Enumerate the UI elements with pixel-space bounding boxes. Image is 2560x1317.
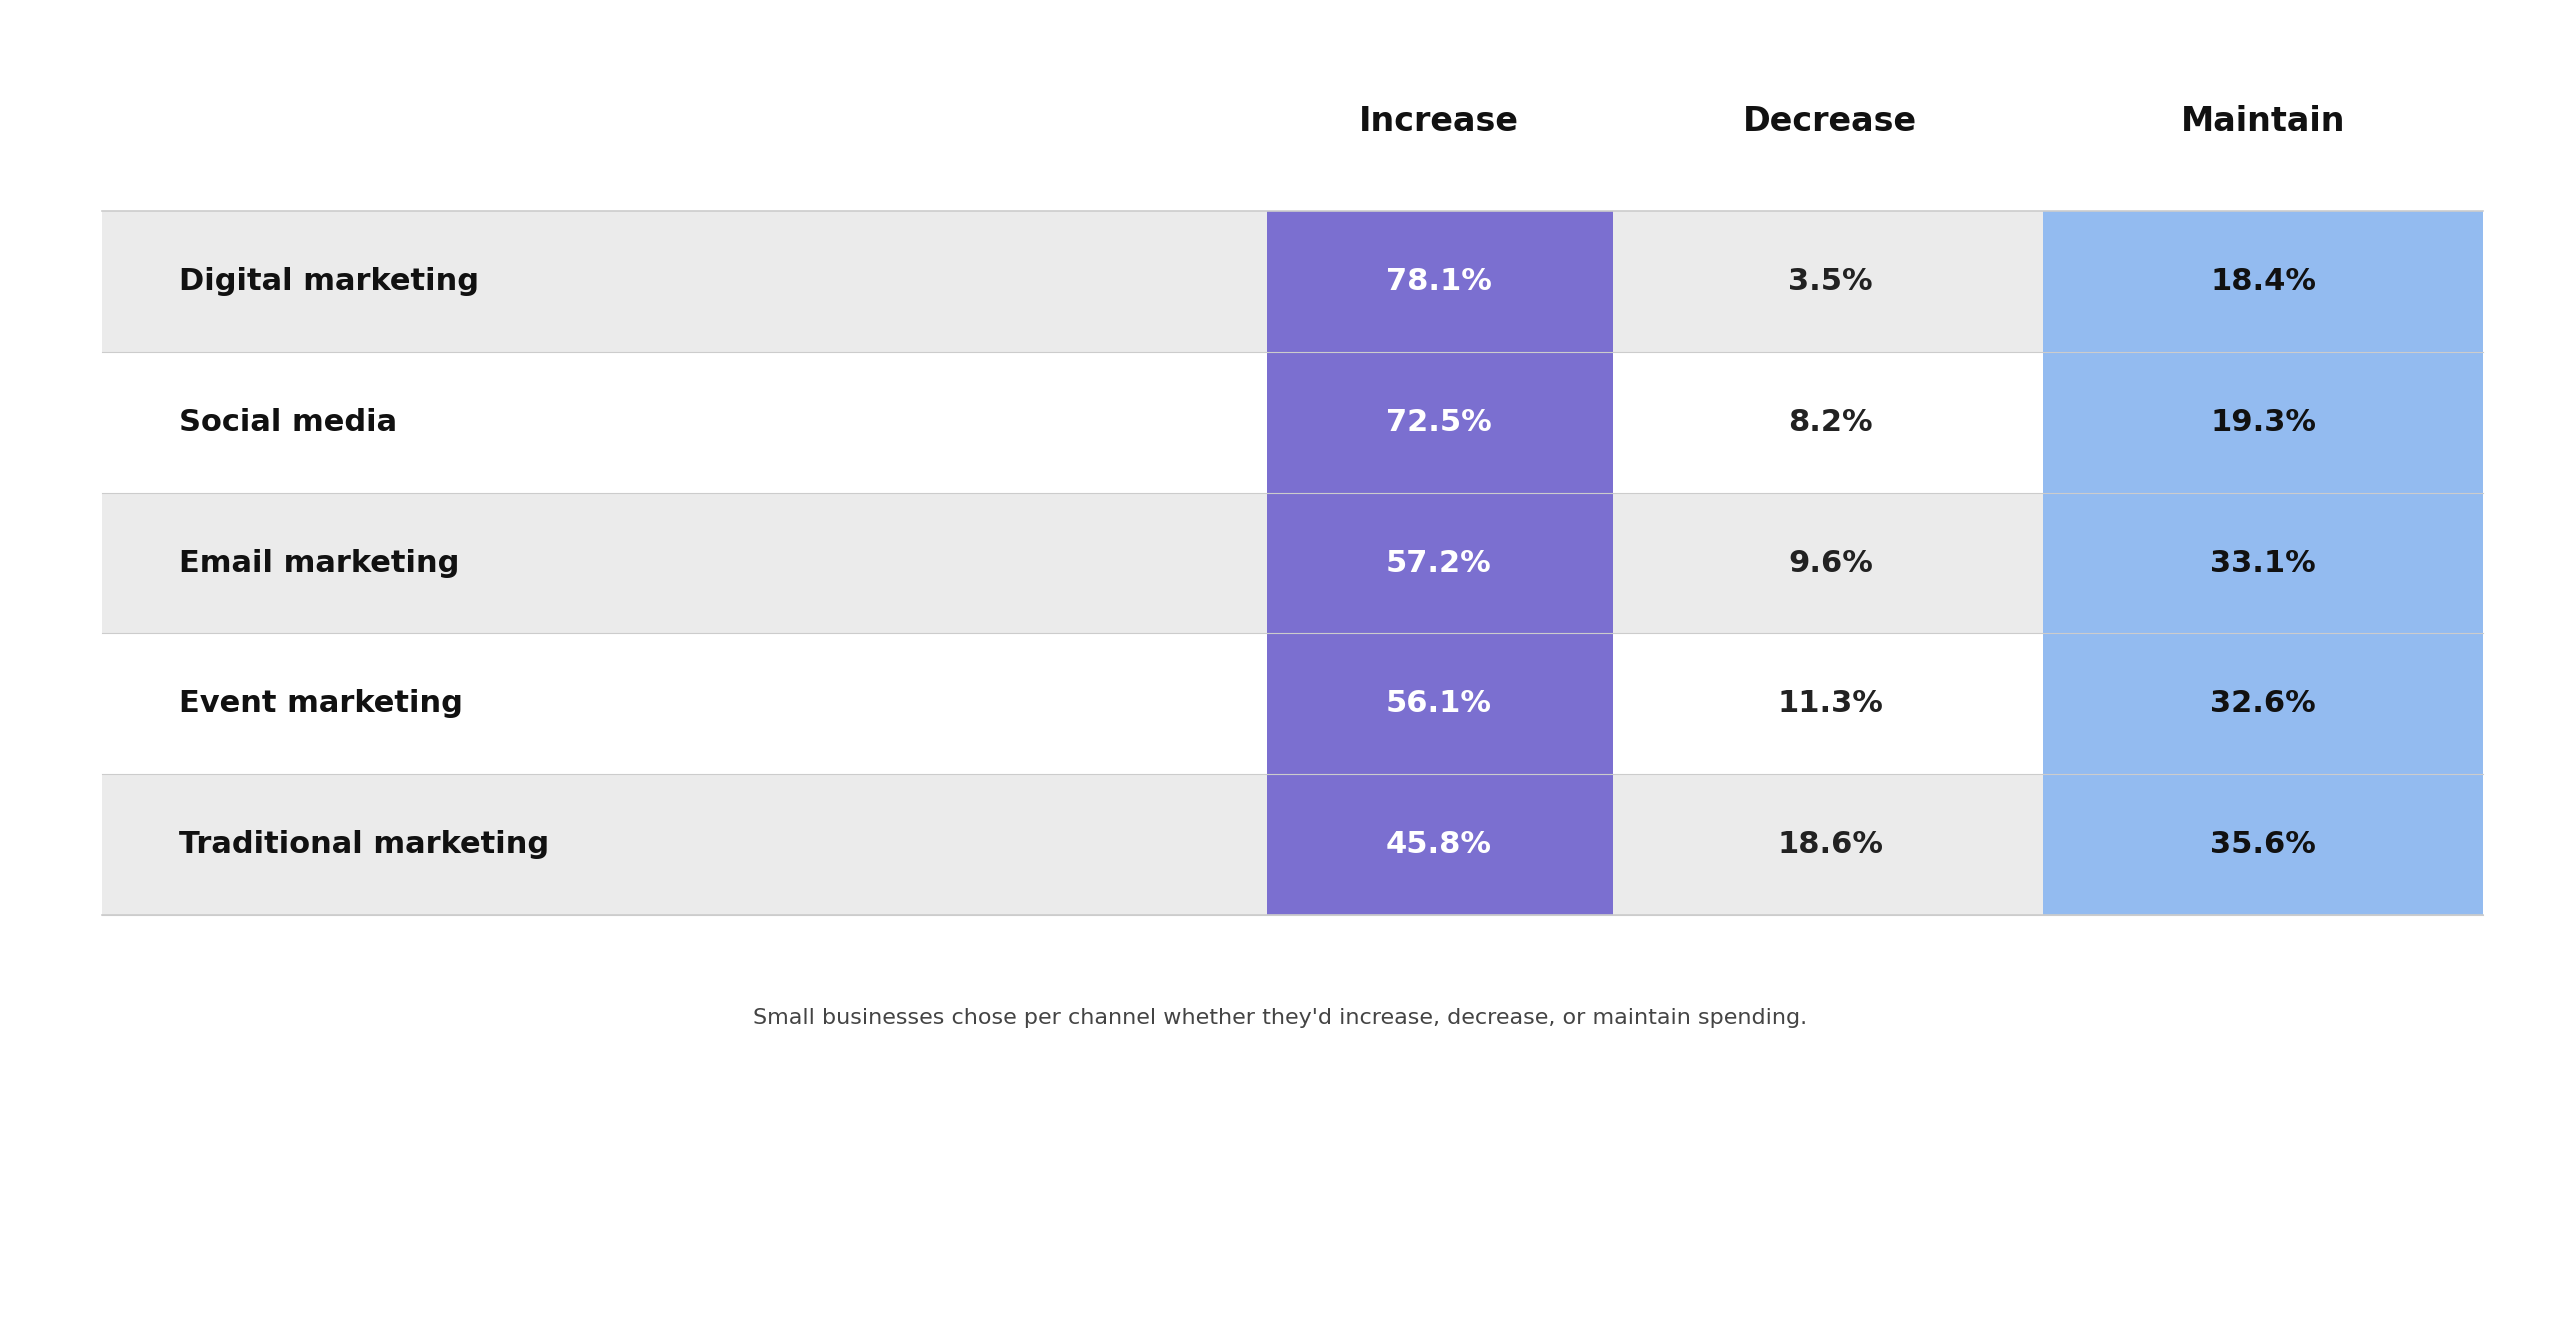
Bar	[1267, 774, 1613, 915]
Text: 57.2%: 57.2%	[1385, 548, 1492, 578]
Text: 18.4%: 18.4%	[2209, 266, 2317, 296]
Text: 19.3%: 19.3%	[2209, 407, 2317, 437]
Bar	[102, 211, 2483, 352]
Text: 9.6%: 9.6%	[1787, 548, 1874, 578]
Text: Small businesses chose per channel whether they'd increase, decrease, or maintai: Small businesses chose per channel wheth…	[753, 1008, 1807, 1027]
Text: Increase: Increase	[1359, 105, 1518, 138]
Text: 33.1%: 33.1%	[2209, 548, 2317, 578]
Bar	[1267, 493, 1613, 633]
Bar	[102, 633, 2483, 774]
Bar	[1267, 352, 1613, 493]
Text: 32.6%: 32.6%	[2209, 689, 2317, 719]
Bar	[2043, 493, 2483, 633]
Text: Decrease: Decrease	[1743, 105, 1917, 138]
Bar	[2043, 352, 2483, 493]
Text: 35.6%: 35.6%	[2209, 830, 2317, 860]
Text: Email marketing: Email marketing	[179, 548, 461, 578]
Text: 3.5%: 3.5%	[1787, 266, 1874, 296]
Text: 11.3%: 11.3%	[1777, 689, 1884, 719]
Text: Event marketing: Event marketing	[179, 689, 463, 719]
Bar	[2043, 633, 2483, 774]
Bar	[102, 352, 2483, 493]
Text: Social media: Social media	[179, 407, 397, 437]
Text: 78.1%: 78.1%	[1385, 266, 1492, 296]
Bar	[102, 774, 2483, 915]
Text: 18.6%: 18.6%	[1777, 830, 1884, 860]
Text: Maintain: Maintain	[2181, 105, 2345, 138]
Bar	[102, 493, 2483, 633]
Text: Traditional marketing: Traditional marketing	[179, 830, 550, 860]
Text: 56.1%: 56.1%	[1385, 689, 1492, 719]
Bar	[1267, 211, 1613, 352]
Bar	[2043, 211, 2483, 352]
Bar	[2043, 774, 2483, 915]
Text: 72.5%: 72.5%	[1385, 407, 1492, 437]
Bar	[1267, 633, 1613, 774]
Text: 8.2%: 8.2%	[1787, 407, 1874, 437]
Text: 45.8%: 45.8%	[1385, 830, 1492, 860]
Text: Digital marketing: Digital marketing	[179, 266, 479, 296]
